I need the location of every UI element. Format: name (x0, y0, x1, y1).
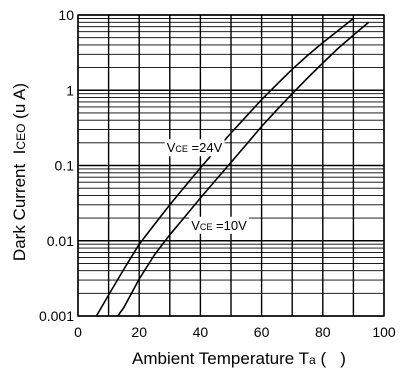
series-line-2 (117, 21, 370, 317)
series-label-1: VCE =24V (167, 140, 223, 155)
x-tick-label: 20 (131, 324, 147, 340)
grid (77, 14, 385, 317)
y-tick-label: 10 (58, 7, 74, 23)
series-label-background (189, 216, 250, 234)
curves (95, 17, 370, 317)
y-axis-label: Dark Current ICEO (u A) (10, 83, 29, 261)
series-label-background (164, 139, 225, 157)
x-tick-labels: 0 20 40 60 80 100 (74, 324, 396, 340)
x-tick-label: 60 (254, 324, 270, 340)
x-tick-label: 0 (74, 324, 82, 340)
x-tick-label: 40 (193, 324, 209, 340)
y-tick-label: 1 (66, 82, 74, 98)
y-tick-label: 0.1 (55, 158, 75, 174)
x-tick-label: 100 (372, 324, 396, 340)
x-tick-label: 80 (315, 324, 331, 340)
x-axis-label: Ambient Temperature Ta ( ) (132, 349, 346, 368)
y-tick-label: 0.001 (39, 308, 74, 324)
series-label-2: VCE =10V (191, 218, 247, 233)
plot-frame (77, 14, 385, 317)
y-tick-label: 0.01 (47, 233, 74, 249)
y-tick-labels: 0.001 0.01 0.1 1 10 (39, 7, 74, 324)
series-line-1 (95, 17, 354, 317)
series-labels: VCE =24V VCE =10V (164, 139, 250, 234)
